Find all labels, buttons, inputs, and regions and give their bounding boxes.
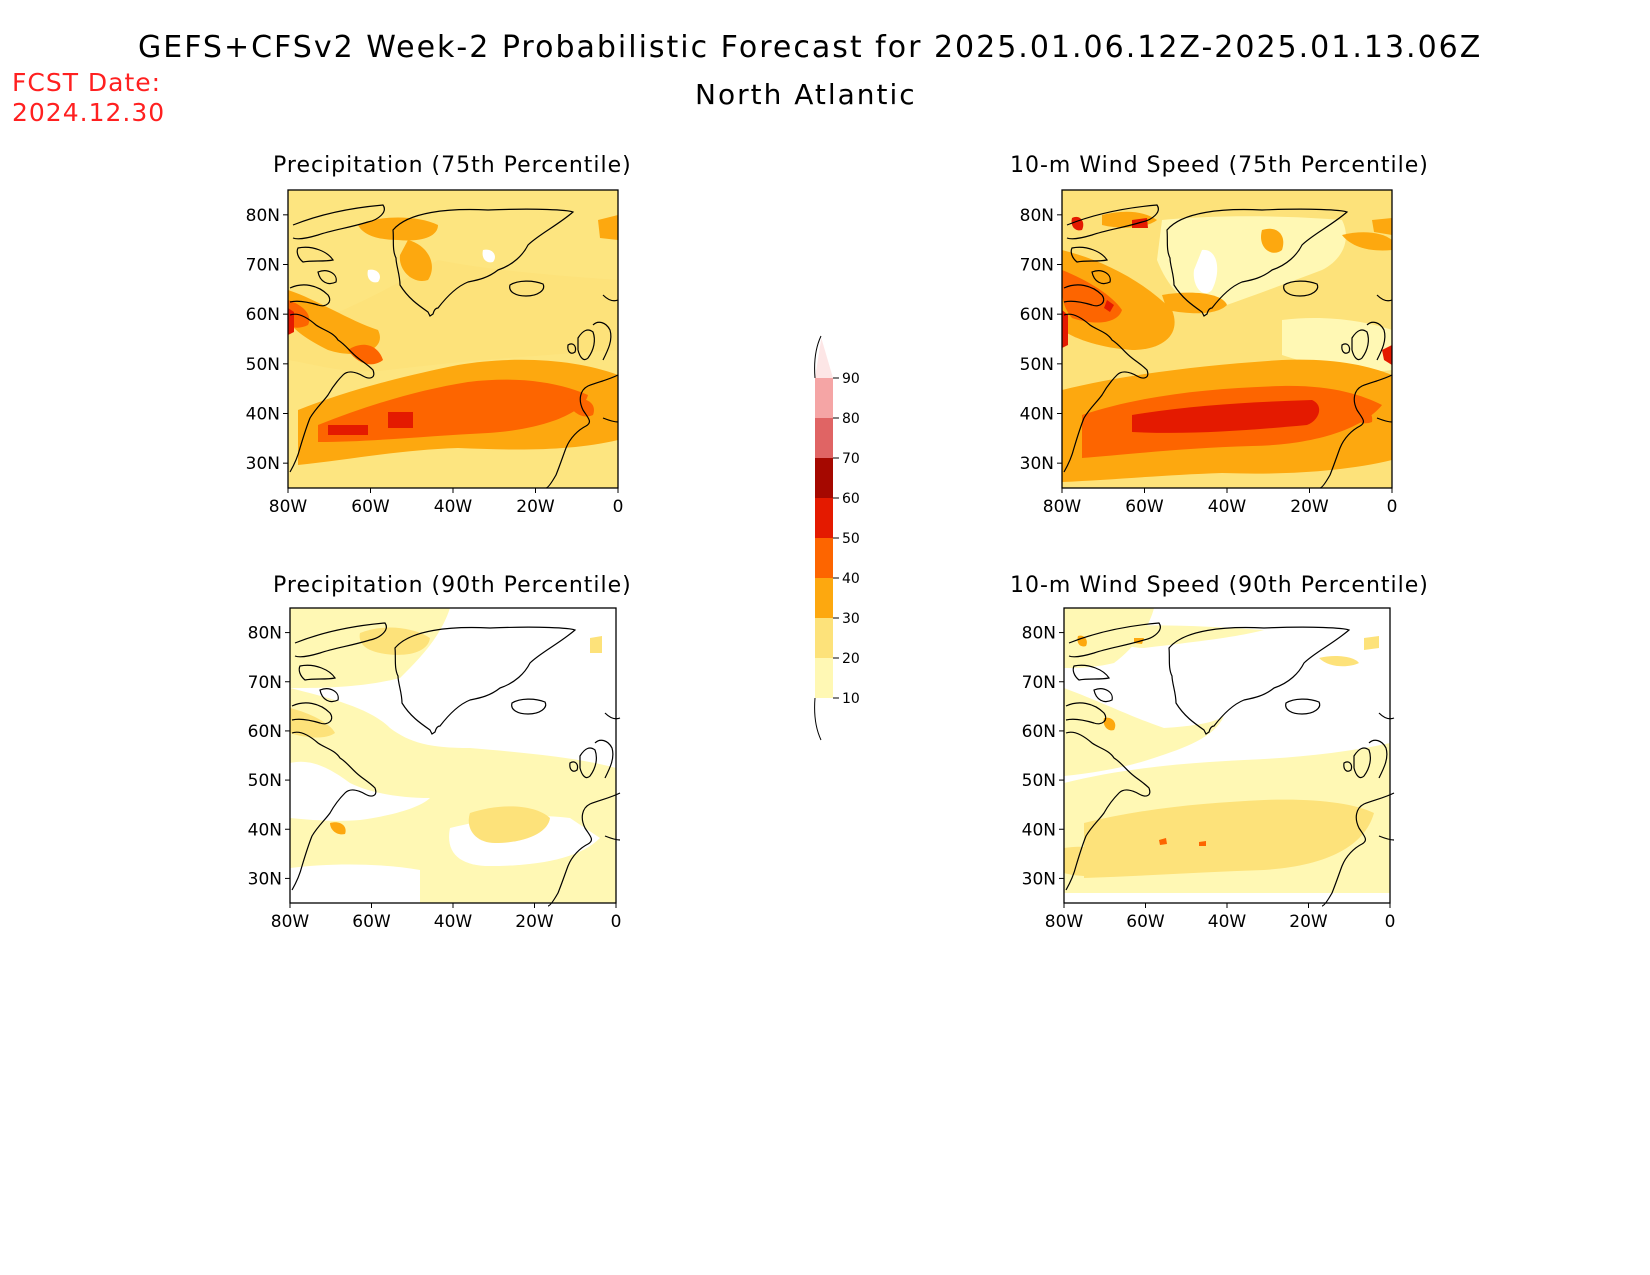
lat-tick-label: 60N xyxy=(1020,305,1054,325)
lat-tick-label: 80N xyxy=(246,206,280,226)
colorbar-top-arrow xyxy=(815,338,833,378)
map-precip-90 xyxy=(289,607,621,907)
panel-title-wind-75: 10-m Wind Speed (75th Percentile) xyxy=(1010,153,1429,178)
lat-tick-label: 70N xyxy=(1022,673,1056,693)
lon-tick-label: 80W xyxy=(1045,912,1084,932)
lon-tick-label: 20W xyxy=(1289,912,1328,932)
lat-tick-label: 60N xyxy=(248,722,282,742)
map-wind-75 xyxy=(1061,189,1393,489)
panel-title-precip-75: Precipitation (75th Percentile) xyxy=(273,153,632,178)
map-wind-90 xyxy=(1063,607,1395,907)
lon-tick-label: 60W xyxy=(1126,912,1165,932)
figure-title-text: GEFS+CFSv2 Week-2 Probabilistic Forecast… xyxy=(138,30,1483,65)
lat-tick-label: 60N xyxy=(1022,722,1056,742)
lon-tick-label: 60W xyxy=(351,497,390,517)
colorbar-segment xyxy=(815,618,833,658)
lat-tick-label: 50N xyxy=(1022,771,1056,791)
lon-tick-label: 40W xyxy=(434,497,473,517)
colorbar-segment xyxy=(815,378,833,418)
lon-tick-label: 40W xyxy=(1208,912,1247,932)
lat-tick-label: 30N xyxy=(248,869,282,889)
lat-tick-label: 40N xyxy=(1022,820,1056,840)
map-precip-75 xyxy=(287,189,619,489)
lon-tick-label: 80W xyxy=(1043,497,1082,517)
lat-tick-label: 30N xyxy=(246,454,280,474)
lat-tick-label: 80N xyxy=(248,624,282,644)
colorbar-segment xyxy=(815,538,833,578)
lon-tick-label: 80W xyxy=(271,912,310,932)
colorbar-label: 80 xyxy=(842,411,860,427)
colorbar-outline xyxy=(814,335,822,741)
fcst-date-block: FCST Date: 2024.12.30 xyxy=(12,68,165,128)
colorbar-label: 20 xyxy=(842,651,860,667)
lon-tick-label: 0 xyxy=(1385,912,1396,932)
colorbar-label: 70 xyxy=(842,451,860,467)
lon-tick-label: 0 xyxy=(1387,497,1398,517)
panel-title-wind-90: 10-m Wind Speed (90th Percentile) xyxy=(1010,573,1429,598)
colorbar-segment xyxy=(815,498,833,538)
lon-tick-label: 0 xyxy=(611,912,622,932)
lat-tick-label: 80N xyxy=(1022,624,1056,644)
lat-tick-label: 50N xyxy=(1020,355,1054,375)
colorbar-segment xyxy=(815,458,833,498)
colorbar-segment xyxy=(815,578,833,618)
colorbar-label: 50 xyxy=(842,531,860,547)
colorbar-segment xyxy=(815,658,833,698)
lat-tick-label: 40N xyxy=(248,820,282,840)
lat-tick-label: 70N xyxy=(1020,256,1054,276)
region-title: North Atlantic xyxy=(695,78,917,111)
lon-tick-label: 40W xyxy=(434,912,473,932)
lat-tick-label: 80N xyxy=(1020,206,1054,226)
lat-tick-label: 40N xyxy=(246,405,280,425)
lon-tick-label: 60W xyxy=(352,912,391,932)
lon-tick-label: 80W xyxy=(269,497,308,517)
fcst-date: 2024.12.30 xyxy=(12,98,166,127)
lon-tick-label: 40W xyxy=(1208,497,1247,517)
fcst-label: FCST Date: xyxy=(12,68,162,97)
colorbar: 90 80 70 60 50 40 30 20 10 xyxy=(814,335,860,741)
colorbar-label: 10 xyxy=(842,691,860,707)
lat-tick-label: 30N xyxy=(1022,869,1056,889)
lon-tick-label: 20W xyxy=(516,497,555,517)
colorbar-bottom-arrow xyxy=(815,698,833,738)
lat-tick-label: 50N xyxy=(246,355,280,375)
colorbar-label: 30 xyxy=(842,611,860,627)
lon-tick-label: 0 xyxy=(613,497,624,517)
lat-tick-label: 30N xyxy=(1020,454,1054,474)
lat-tick-label: 70N xyxy=(248,673,282,693)
lat-tick-label: 50N xyxy=(248,771,282,791)
panel-title-precip-90: Precipitation (90th Percentile) xyxy=(273,573,632,598)
colorbar-label: 90 xyxy=(842,371,860,387)
lon-tick-label: 20W xyxy=(1290,497,1329,517)
colorbar-label: 40 xyxy=(842,571,860,587)
axes-layer: 80N 70N 60N 50N 40N 30N 80W 60W 40W 20W 0 80N 70N 60N… xyxy=(246,206,1398,932)
lon-tick-label: 60W xyxy=(1125,497,1164,517)
colorbar-label: 60 xyxy=(842,491,860,507)
lat-tick-label: 70N xyxy=(246,256,280,276)
colorbar-segment xyxy=(815,418,833,458)
lat-tick-label: 60N xyxy=(246,305,280,325)
lon-tick-label: 20W xyxy=(515,912,554,932)
lat-tick-label: 40N xyxy=(1020,405,1054,425)
